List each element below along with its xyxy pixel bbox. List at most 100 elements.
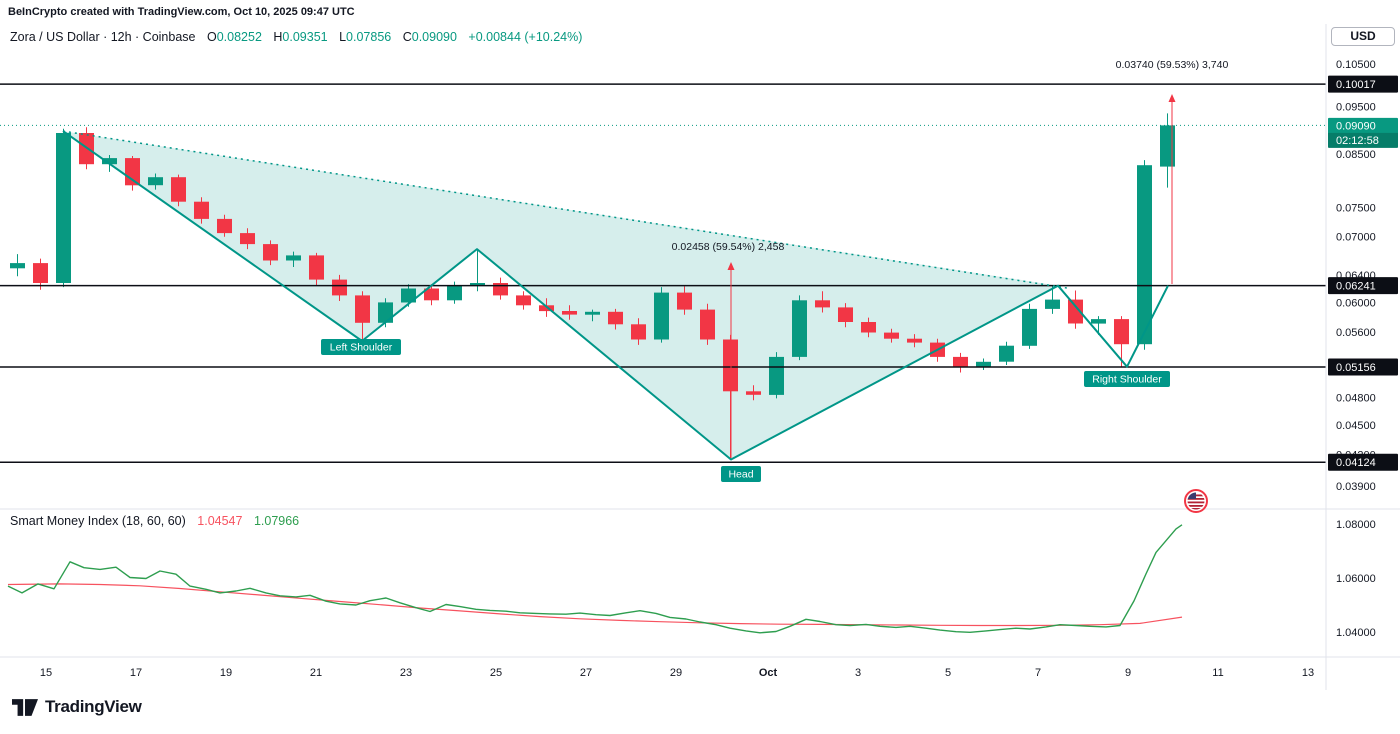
candle-body [562,311,577,315]
currency-toggle-button[interactable]: USD [1331,27,1395,46]
time-label[interactable]: 9 [1125,667,1131,679]
close-label: C [402,30,412,44]
tradingview-logo-icon [12,698,38,716]
time-label[interactable]: 13 [1302,667,1314,679]
candle-body [424,288,439,301]
smi-green-line [7,524,1183,634]
high-value: 0.09351 [282,30,328,44]
open-label: O [206,30,217,44]
time-label[interactable]: 21 [310,667,322,679]
candle-body [1022,308,1037,346]
close-value: 0.09090 [411,30,457,44]
measurement-label: 0.02458 (59.54%) 2,458 [672,241,785,253]
pattern-label[interactable]: Head [721,466,761,482]
candle-body [792,300,807,357]
svg-text:Left Shoulder: Left Shoulder [330,342,393,354]
smi-tick-label: 1.08000 [1336,519,1376,531]
price-tick-label: 0.03900 [1336,481,1376,493]
pattern-neckline[interactable] [62,130,1071,290]
candle-body [769,356,784,395]
candle-body [309,255,324,280]
candle-body [700,309,715,340]
svg-text:0.05156: 0.05156 [1336,362,1376,374]
candle-body [815,300,830,308]
time-label[interactable]: 27 [580,667,592,679]
time-label[interactable]: 23 [400,667,412,679]
current-price-value: 0.09090 [1336,120,1376,132]
price-tick-label: 0.05600 [1336,327,1376,339]
time-label[interactable]: 17 [130,667,142,679]
time-label[interactable]: 7 [1035,667,1041,679]
measurement-label: 0.03740 (59.53%) 3,740 [1116,59,1229,71]
smi-indicator-title[interactable]: Smart Money Index (18, 60, 60) [10,514,186,528]
symbol-legend: Zora / US Dollar · 12h · Coinbase O0.082… [10,30,582,44]
arrow-head-icon [1168,94,1176,102]
pattern-fill [63,131,1058,460]
time-label[interactable]: 15 [40,667,52,679]
smi-red-value: 1.04547 [197,514,243,528]
arrow-head-icon [727,262,735,270]
symbol-title[interactable]: Zora / US Dollar · 12h · Coinbase [10,30,196,44]
smi-tick-label: 1.06000 [1336,573,1376,585]
us-flag-icon[interactable] [1184,489,1208,513]
time-label[interactable]: 5 [945,667,951,679]
candle-body [33,263,48,283]
candle-body [585,311,600,315]
svg-text:Right Shoulder: Right Shoulder [1092,374,1162,386]
svg-text:0.06241: 0.06241 [1336,281,1376,293]
candle-body [654,292,669,340]
candle-body [1114,319,1129,345]
candle-body [171,177,186,202]
candle-body [976,361,991,367]
candle-body [953,356,968,367]
candle-body [194,201,209,219]
tradingview-logo[interactable]: TradingView [12,697,142,717]
candle-body [1137,165,1152,345]
pattern-label[interactable]: Right Shoulder [1084,371,1170,387]
time-label[interactable]: 25 [490,667,502,679]
svg-text:0.10017: 0.10017 [1336,79,1376,91]
current-price-badge: 0.09090 02:12:58 [1328,117,1398,148]
candle-body [631,324,646,340]
candle-body [861,322,876,333]
candle-body [378,302,393,323]
time-label[interactable]: Oct [759,667,778,679]
candle-body [56,133,71,283]
svg-text:Head: Head [728,469,753,481]
price-tick-label: 0.06000 [1336,297,1376,309]
candle-body [838,307,853,322]
candle-body [1068,299,1083,324]
smi-green-value: 1.07966 [253,514,300,528]
time-label[interactable]: 29 [670,667,682,679]
candle-body [401,288,416,303]
candle-body [608,311,623,325]
candle-body [677,292,692,310]
tradingview-logo-text: TradingView [45,697,142,716]
time-label[interactable]: 19 [220,667,232,679]
change-value: +0.00844 (+10.24%) [468,30,583,44]
candle-body [332,279,347,296]
price-tick-label: 0.07000 [1336,232,1376,244]
smi-red-line [7,583,1183,627]
candle-body [999,345,1014,362]
time-label[interactable]: 3 [855,667,861,679]
time-label[interactable]: 11 [1212,667,1223,679]
candle-body [148,177,163,186]
candle-body [447,285,462,301]
pattern-label[interactable]: Left Shoulder [321,339,401,355]
price-tick-label: 0.09500 [1336,102,1376,114]
smi-legend: Smart Money Index (18, 60, 60) 1.04547 1… [10,514,299,528]
candle-body [1045,299,1060,309]
measurement-arrow[interactable]: 0.03740 (59.53%) 3,740 [1116,59,1229,284]
candle-body [263,244,278,261]
measurement-arrow[interactable]: 0.02458 (59.54%) 2,458 [672,241,785,458]
price-tick-label: 0.07500 [1336,202,1376,214]
candle-body [539,305,554,312]
candle-body [470,283,485,286]
candle-body [907,338,922,343]
candle-body [355,295,370,323]
price-level-badge: 0.10017 [1328,75,1398,93]
price-tick-label: 0.10500 [1336,59,1376,71]
